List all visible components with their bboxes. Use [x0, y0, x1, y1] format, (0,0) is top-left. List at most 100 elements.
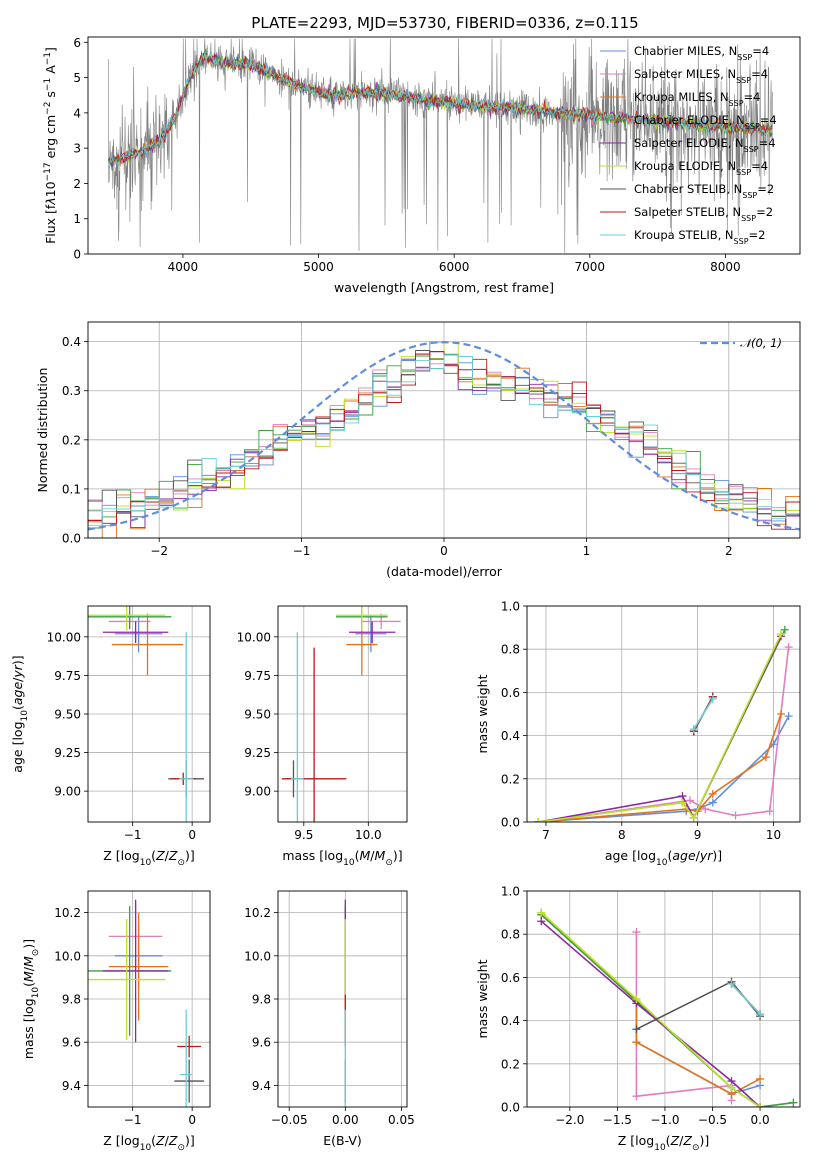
spectrum-model-line [107, 51, 773, 167]
weight_vs_age-xtick-label: 8 [618, 828, 626, 842]
age_vs_Z-ytick-label: 9.50 [54, 708, 81, 722]
mass_vs_Z-axes: −1 0 9.4 9.6 9.8 10.0 10.2 Z [log10(Z/Z⊙)] mass … [21, 890, 211, 1153]
weight_vs_age-marker [765, 807, 774, 816]
weight_vs_age-xlabel: age [log10(age/yr)] [605, 848, 722, 868]
weight_vs_age-frame [526, 605, 801, 823]
residuals-axes: −2 −1 0 1 2 0.0 0.1 0.2 0.3 0.4 (data-model)/error… [35, 321, 801, 579]
weight_vs_Z-series-line [636, 980, 761, 1030]
weight_vs_Z-marker [789, 1098, 798, 1107]
age_vs_mass-ytick-label: 10.00 [237, 630, 271, 644]
weight_vs_Z-ytick-label: 0.0 [501, 1101, 520, 1115]
weight_vs_age-marker [761, 753, 770, 762]
weight_vs_age-series-line [538, 635, 782, 822]
mass_vs_Z-xtick-label: 0 [188, 1113, 196, 1127]
residuals-frame [87, 321, 801, 539]
mass_vs_ebv-ytick-label: 9.4 [252, 1079, 271, 1093]
weight_vs_Z-marker [756, 1103, 765, 1107]
weight_vs_age-series-line [538, 715, 790, 822]
spectrum-ytick-label: 4 [73, 106, 81, 120]
spectrum-ytick-label: 3 [73, 142, 81, 156]
weight_vs_age-marker [678, 798, 687, 807]
residuals-xtick-label: −2 [150, 544, 168, 558]
mass_vs_Z-xlabel: Z [log10(Z/Z⊙)] [103, 1133, 195, 1153]
residuals-xtick-label: 2 [725, 544, 733, 558]
weight_vs_Z-ytick-label: 0.6 [501, 971, 520, 985]
legend-label: Salpeter STELIB, NSSP=2 [634, 205, 773, 223]
age_vs_mass-xtick-label: 10.0 [355, 828, 382, 842]
weight_vs_Z-ytick-label: 0.4 [501, 1014, 520, 1028]
weight_vs_age-series-line [538, 713, 782, 822]
mass_vs_Z-ylabel: mass [log10(M/M⊙)] [21, 939, 41, 1059]
weight_vs_Z-series-line [540, 912, 761, 1095]
spectrum-ytick-label: 1 [73, 212, 81, 226]
spectrum-xtick-label: 7000 [575, 260, 606, 274]
weight_vs_age-marker [731, 811, 740, 820]
age_vs_Z-ytick-label: 9.25 [54, 746, 81, 760]
spectrum-frame [87, 36, 801, 255]
spectrum-xtick-label: 4000 [168, 260, 199, 274]
spectrum-xtick-label: 6000 [439, 260, 470, 274]
mass_vs_ebv-axes: −0.05 0.00 0.05 9.4 9.6 9.8 10.0 10.2 E(B-V) [244, 890, 415, 1148]
weight_vs_Z-marker [537, 917, 546, 926]
weight_vs_Z-ylabel: mass weight [475, 959, 490, 1038]
residuals-ytick-label: 0.0 [62, 532, 81, 546]
weight_vs_age-xtick-label: 7 [542, 828, 550, 842]
residuals-ytick-label: 0.2 [62, 433, 81, 447]
weight_vs_age-marker [708, 694, 717, 703]
weight_vs_Z-ytick-label: 0.8 [501, 928, 520, 942]
weight_vs_Z-series-line [540, 912, 761, 1107]
weight_vs_age-marker [780, 625, 789, 634]
spectrum-xtick-label: 5000 [303, 260, 334, 274]
weight_vs_age-marker [701, 805, 710, 814]
weight_vs_age-marker [784, 643, 793, 652]
residuals-xlabel: (data-model)/error [386, 564, 503, 579]
spectrum-ytick-label: 5 [73, 71, 81, 85]
age_vs_mass-frame [277, 605, 408, 823]
weight_vs_Z-marker [727, 1083, 736, 1092]
weight_vs_Z-frame [526, 890, 801, 1108]
weight_vs_Z-xtick-label: −0.5 [698, 1113, 727, 1127]
age_vs_mass-ytick-label: 9.00 [244, 785, 271, 799]
weight_vs_Z-xtick-label: 0.0 [751, 1113, 770, 1127]
gaussian-curve [88, 341, 800, 531]
legend-label: Salpeter MILES, NSSP=4 [634, 67, 768, 85]
weight_vs_age-axes: 7 8 9 10 0.0 0.2 0.4 0.6 0.8 1.0 age [log10(age/yr… [475, 600, 801, 868]
weight_vs_Z-marker [632, 1038, 641, 1047]
residuals-xtick-label: −1 [293, 544, 311, 558]
mass_vs_ebv-xtick-label: −0.05 [271, 1113, 308, 1127]
weight_vs_Z-series-line [540, 920, 761, 1107]
age_vs_Z-plot-area [88, 606, 205, 822]
age_vs_Z-xtick-label: −1 [124, 828, 142, 842]
weight_vs_Z-marker [756, 1010, 765, 1019]
residuals-ytick-label: 0.4 [62, 335, 81, 349]
mass_vs_Z-ytick-label: 9.4 [62, 1079, 81, 1093]
weight_vs_age-marker [689, 813, 698, 822]
mass_vs_Z-xtick-label: −1 [124, 1113, 142, 1127]
legend-label: Chabrier STELIB, NSSP=2 [634, 182, 774, 200]
weight_vs_age-series-line [538, 629, 786, 822]
spectrum-ytick-label: 0 [73, 248, 81, 262]
mass_vs_Z-ytick-label: 10.0 [54, 949, 81, 963]
weight_vs_Z-xtick-label: −2.0 [555, 1113, 584, 1127]
legend-label: Chabrier ELODIE, NSSP=4 [634, 113, 777, 131]
weight_vs_age-marker [708, 798, 717, 807]
residuals-ytick-label: 0.1 [62, 482, 81, 496]
spectrum-xtick-label: 8000 [710, 260, 741, 274]
age_vs_Z-xlabel: Z [log10(Z/Z⊙)] [103, 848, 195, 868]
residual-histogram [88, 354, 800, 538]
mass_vs_ebv-ytick-label: 9.8 [252, 993, 271, 1007]
age_vs_Z-ylabel: age [log10(age/yr)] [10, 655, 30, 772]
weight_vs_Z-marker [537, 908, 546, 917]
weight_vs_Z-series-line [730, 983, 761, 1015]
legend-label: Kroupa ELODIE, NSSP=4 [634, 159, 768, 177]
weight_vs_Z-marker [632, 928, 641, 937]
age_vs_mass-xlabel: mass [log10(M/M⊙)] [282, 848, 402, 868]
weight_vs_Z-xtick-label: −1.5 [603, 1113, 632, 1127]
mass_vs_Z-ytick-label: 9.6 [62, 1036, 81, 1050]
weight_vs_Z-ytick-label: 0.2 [501, 1057, 520, 1071]
mass_vs_Z-frame [87, 890, 211, 1108]
age_vs_Z-ytick-label: 9.00 [54, 785, 81, 799]
residuals-ytick-label: 0.3 [62, 384, 81, 398]
mass_vs_Z-ytick-label: 9.8 [62, 993, 81, 1007]
